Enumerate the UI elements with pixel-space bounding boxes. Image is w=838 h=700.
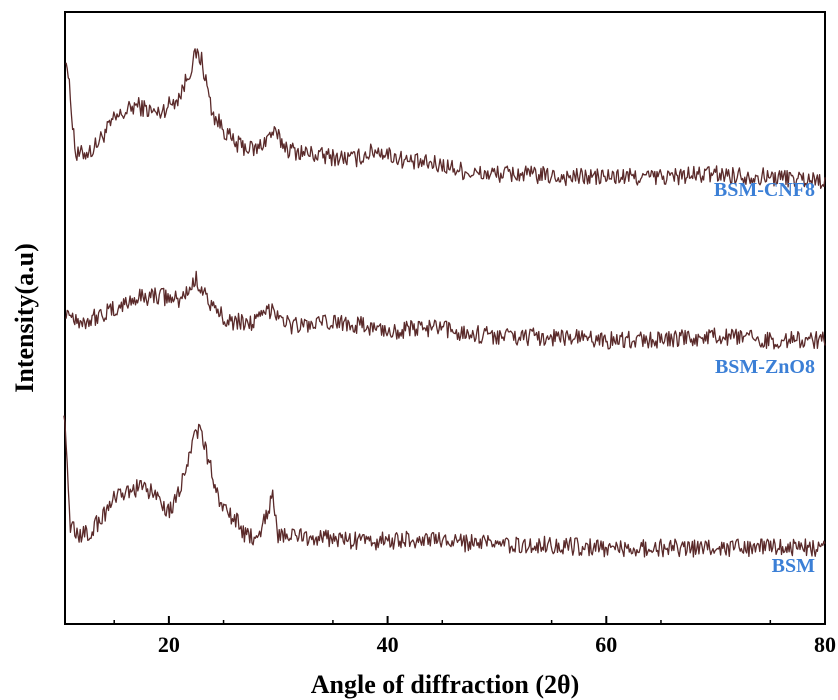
series-label-bsm-zno8: BSM-ZnO8 bbox=[715, 356, 815, 378]
series-layer bbox=[63, 48, 826, 558]
x-axis-title: Angle of diffraction (2θ) bbox=[311, 670, 579, 699]
x-tick-label-60: 60 bbox=[595, 632, 617, 657]
x-tick-layer: 20 40 60 80 bbox=[113, 616, 836, 657]
series-label-bsm: BSM bbox=[772, 555, 815, 577]
y-axis-title: Intensity(a.u) bbox=[10, 243, 39, 393]
plot-frame bbox=[64, 11, 826, 625]
x-tick-label-80: 80 bbox=[814, 632, 836, 657]
series-line-bsm-zno8 bbox=[65, 270, 826, 350]
x-tick-label-40: 40 bbox=[377, 632, 399, 657]
x-tick-label-20: 20 bbox=[158, 632, 180, 657]
series-label-bsm-cnf8: BSM-CNF8 bbox=[714, 179, 815, 201]
series-label-layer: BSM-CNF8 BSM-ZnO8 BSM bbox=[714, 179, 815, 577]
series-line-bsm-cnf8 bbox=[65, 48, 826, 190]
series-line-bsm bbox=[63, 415, 826, 558]
